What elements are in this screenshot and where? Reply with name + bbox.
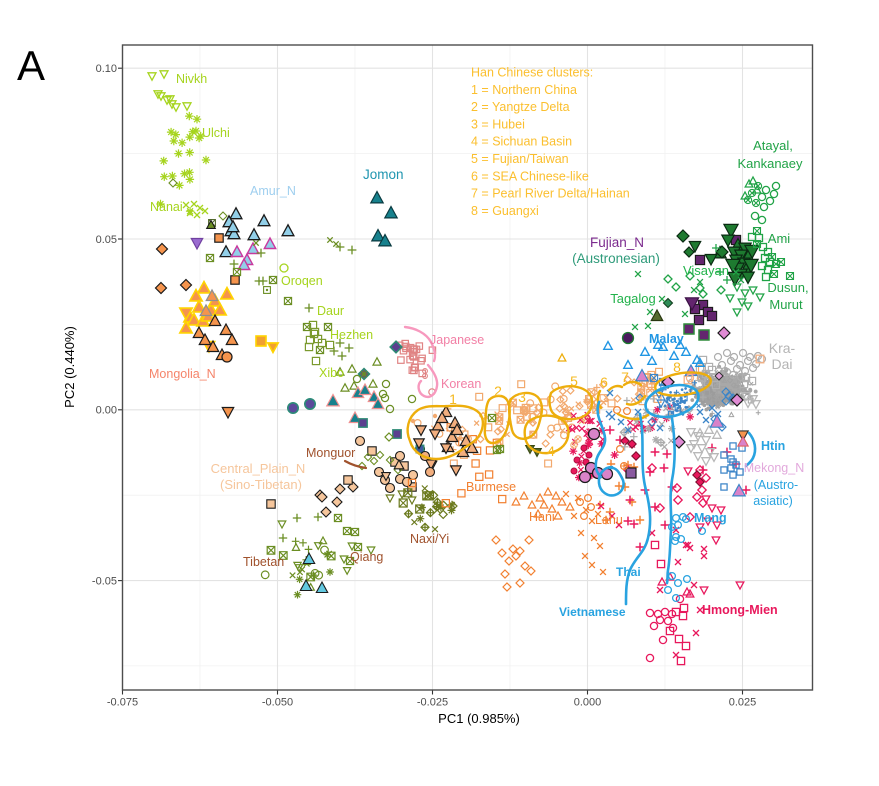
svg-text:A: A bbox=[17, 42, 45, 89]
svg-text:-0.075: -0.075 bbox=[107, 697, 138, 709]
svg-text:Xibo: Xibo bbox=[319, 366, 344, 380]
svg-text:PC2 (0.440%): PC2 (0.440%) bbox=[62, 326, 77, 408]
svg-text:0.00: 0.00 bbox=[96, 405, 117, 417]
svg-text:Mang: Mang bbox=[694, 511, 727, 525]
svg-text:Murut: Murut bbox=[769, 297, 803, 312]
svg-text:Han Chinese clusters:: Han Chinese clusters: bbox=[471, 66, 593, 80]
svg-text:Dusun,: Dusun, bbox=[767, 280, 808, 295]
svg-text:Vietnamese: Vietnamese bbox=[559, 605, 626, 619]
svg-text:0.025: 0.025 bbox=[729, 697, 757, 709]
svg-text:asiatic): asiatic) bbox=[753, 494, 793, 508]
svg-text:Ulchi: Ulchi bbox=[202, 126, 230, 140]
svg-text:Lahu: Lahu bbox=[595, 513, 623, 527]
svg-text:Dai: Dai bbox=[771, 356, 792, 372]
svg-text:0.05: 0.05 bbox=[96, 234, 117, 246]
svg-text:-0.050: -0.050 bbox=[262, 697, 293, 709]
svg-text:Hezhen: Hezhen bbox=[330, 328, 373, 342]
svg-text:4 = Sichuan Basin: 4 = Sichuan Basin bbox=[471, 135, 572, 149]
svg-text:Mekong_N: Mekong_N bbox=[744, 461, 804, 475]
svg-text:-0.05: -0.05 bbox=[92, 575, 117, 587]
svg-text:Nanai: Nanai bbox=[150, 200, 183, 214]
svg-text:Korean: Korean bbox=[441, 377, 481, 391]
svg-text:3 = Hubei: 3 = Hubei bbox=[471, 117, 525, 131]
svg-text:Oroqen: Oroqen bbox=[281, 274, 323, 288]
svg-text:Hmong-Mien: Hmong-Mien bbox=[702, 603, 778, 617]
svg-text:Jomon: Jomon bbox=[363, 167, 404, 182]
svg-text:7 = Pearl River Delta/Hainan: 7 = Pearl River Delta/Hainan bbox=[471, 187, 630, 201]
svg-text:Japanese: Japanese bbox=[430, 333, 484, 347]
svg-text:(Austronesian): (Austronesian) bbox=[572, 251, 660, 266]
svg-text:Amur_N: Amur_N bbox=[250, 184, 296, 198]
svg-text:1: 1 bbox=[449, 391, 457, 407]
svg-text:5: 5 bbox=[570, 373, 578, 389]
svg-text:Naxi/Yi: Naxi/Yi bbox=[410, 532, 449, 546]
svg-text:3: 3 bbox=[518, 389, 526, 405]
svg-text:Fujian_N: Fujian_N bbox=[590, 235, 644, 250]
svg-text:Kra-: Kra- bbox=[769, 340, 796, 356]
svg-text:Ami: Ami bbox=[768, 231, 791, 246]
svg-text:Qiang: Qiang bbox=[350, 550, 383, 564]
svg-text:Htin: Htin bbox=[761, 439, 785, 453]
svg-text:2 = Yangtze Delta: 2 = Yangtze Delta bbox=[471, 100, 570, 114]
svg-text:PC1 (0.985%): PC1 (0.985%) bbox=[438, 711, 520, 726]
svg-text:0.10: 0.10 bbox=[96, 63, 117, 75]
svg-text:8 = Guangxi: 8 = Guangxi bbox=[471, 204, 539, 218]
svg-text:4: 4 bbox=[547, 443, 555, 459]
svg-text:Mongolia_N: Mongolia_N bbox=[149, 367, 216, 381]
svg-text:Nivkh: Nivkh bbox=[176, 72, 207, 86]
svg-text:Burmese: Burmese bbox=[466, 480, 516, 494]
svg-text:Visayan: Visayan bbox=[683, 263, 729, 278]
svg-text:8: 8 bbox=[673, 359, 681, 375]
svg-text:-0.025: -0.025 bbox=[417, 697, 448, 709]
svg-text:(Austro-: (Austro- bbox=[754, 478, 798, 492]
svg-text:Daur: Daur bbox=[317, 304, 344, 318]
svg-text:Thai: Thai bbox=[616, 565, 641, 579]
svg-text:6: 6 bbox=[600, 374, 608, 390]
svg-text:Tagalog: Tagalog bbox=[610, 291, 656, 306]
svg-text:5 = Fujian/Taiwan: 5 = Fujian/Taiwan bbox=[471, 152, 569, 166]
svg-text:Monguor: Monguor bbox=[306, 446, 355, 460]
svg-text:Atayal,: Atayal, bbox=[753, 138, 793, 153]
svg-text:2: 2 bbox=[494, 383, 502, 399]
svg-text:Malay: Malay bbox=[649, 332, 684, 346]
svg-text:Hani: Hani bbox=[529, 510, 555, 524]
svg-text:(Sino-Tibetan): (Sino-Tibetan) bbox=[220, 477, 302, 492]
svg-text:7: 7 bbox=[621, 369, 629, 385]
svg-text:6 = SEA Chinese-like: 6 = SEA Chinese-like bbox=[471, 169, 589, 183]
svg-text:Central_Plain_N: Central_Plain_N bbox=[211, 461, 306, 476]
svg-text:0.000: 0.000 bbox=[574, 697, 602, 709]
svg-text:Tibetan: Tibetan bbox=[243, 555, 284, 569]
svg-text:1 = Northern China: 1 = Northern China bbox=[471, 83, 577, 97]
svg-text:Kankanaey: Kankanaey bbox=[737, 156, 803, 171]
